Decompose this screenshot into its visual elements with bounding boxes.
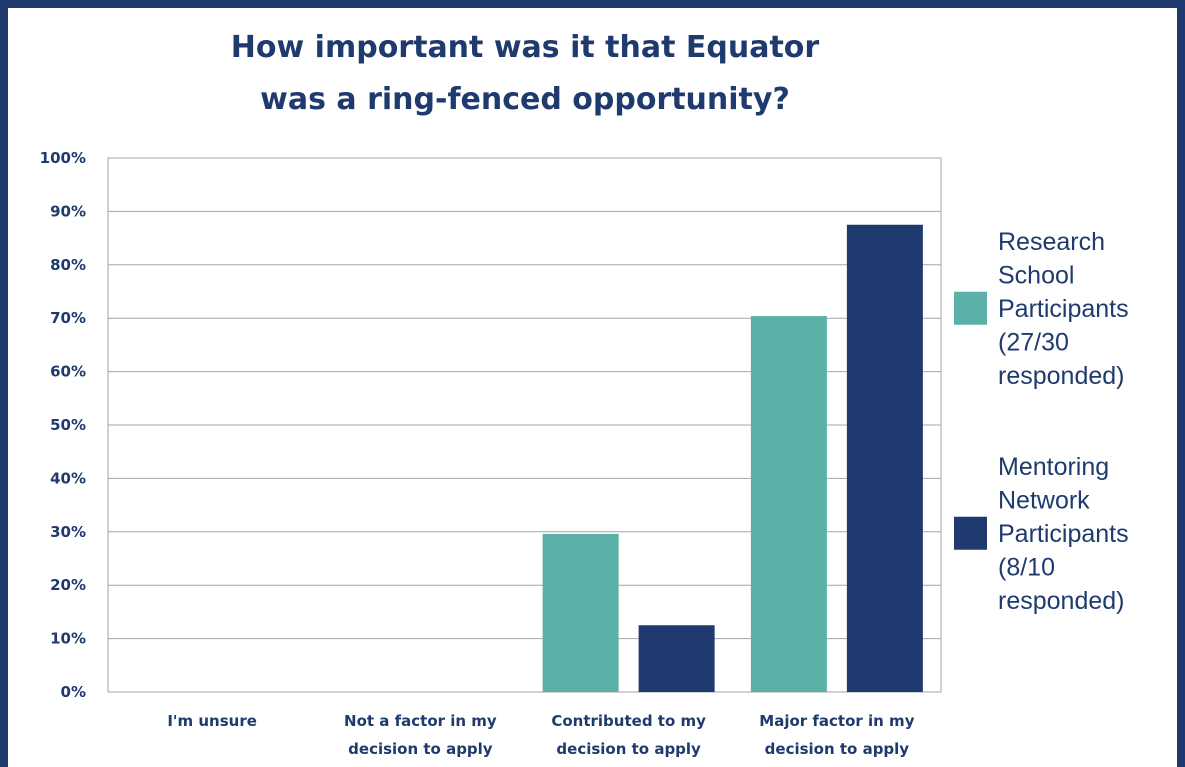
y-tick-label: 10% <box>50 630 86 648</box>
bar <box>846 224 923 692</box>
legend-swatch <box>954 291 987 325</box>
y-tick-label: 80% <box>50 256 86 274</box>
x-tick-label: Contributed to my <box>551 712 706 730</box>
x-tick-label: decision to apply <box>556 740 701 758</box>
bar <box>638 625 715 692</box>
y-tick-label: 50% <box>50 416 86 434</box>
legend-label: Mentoring <box>998 453 1109 481</box>
bar <box>542 533 619 692</box>
legend-label: Network <box>998 487 1090 515</box>
x-tick-label: I'm unsure <box>167 712 257 730</box>
y-tick-label: 100% <box>40 149 86 167</box>
legend-swatch <box>954 516 987 550</box>
legend-label: (8/10 <box>998 554 1055 582</box>
x-tick-label: decision to apply <box>765 740 910 758</box>
y-tick-label: 90% <box>50 202 86 220</box>
legend-label: Research <box>998 228 1105 256</box>
chart-title-line-2: was a ring-fenced opportunity? <box>260 82 790 117</box>
y-tick-label: 70% <box>50 309 86 327</box>
legend-label: responded) <box>998 587 1124 615</box>
bar <box>750 316 827 692</box>
legend-label: (27/30 <box>998 329 1069 357</box>
legend-label: Participants <box>998 295 1129 323</box>
y-tick-label: 60% <box>50 363 86 381</box>
x-tick-label: Not a factor in my <box>344 712 497 730</box>
plot-area <box>107 157 942 693</box>
y-tick-label: 30% <box>50 523 86 541</box>
y-tick-label: 20% <box>50 576 86 594</box>
chart-title-line-1: How important was it that Equator <box>230 30 820 65</box>
y-tick-label: 40% <box>50 469 86 487</box>
x-tick-label: Major factor in my <box>759 712 914 730</box>
legend-label: Participants <box>998 520 1129 548</box>
x-tick-label: decision to apply <box>348 740 493 758</box>
legend-label: School <box>998 262 1074 290</box>
y-tick-label: 0% <box>61 683 86 701</box>
legend-label: responded) <box>998 362 1124 390</box>
chart-title: How important was it that Equator was a … <box>0 22 1050 126</box>
